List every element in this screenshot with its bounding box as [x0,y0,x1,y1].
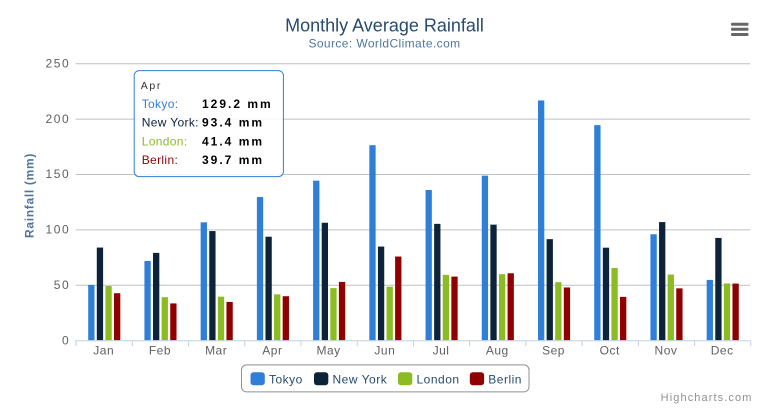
svg-text:Berlin: Berlin [488,372,522,386]
svg-text:Berlin:: Berlin: [142,153,178,167]
svg-text:200: 200 [45,112,70,126]
svg-text:Nov: Nov [655,344,678,358]
svg-text:Aug: Aug [486,344,509,358]
svg-text:Jul: Jul [433,344,450,358]
svg-text:Dec: Dec [711,344,734,358]
svg-text:London:: London: [142,134,188,148]
svg-text:50: 50 [54,278,71,292]
svg-text:London: London [417,372,460,386]
svg-text:0: 0 [62,333,70,347]
svg-text:Jan: Jan [93,344,114,358]
svg-text:Mar: Mar [205,344,227,358]
svg-text:New York:: New York: [142,116,199,130]
svg-text:Highcharts.com: Highcharts.com [661,392,753,404]
svg-text:Sep: Sep [542,344,565,358]
svg-text:Oct: Oct [600,344,620,358]
svg-text:Tokyo:: Tokyo: [142,97,179,111]
svg-text:100: 100 [45,223,70,237]
svg-text:Tokyo: Tokyo [269,372,303,386]
svg-text:Apr: Apr [141,80,162,92]
svg-text:Apr: Apr [262,344,282,358]
svg-text:39.7 mm: 39.7 mm [202,153,264,167]
svg-text:41.4 mm: 41.4 mm [202,134,264,148]
svg-text:Feb: Feb [149,344,171,358]
svg-text:Jun: Jun [374,344,395,358]
svg-text:150: 150 [45,167,70,181]
svg-text:250: 250 [45,56,70,70]
svg-text:93.4 mm: 93.4 mm [202,116,264,130]
svg-text:Monthly Average Rainfall: Monthly Average Rainfall [285,16,484,36]
svg-text:129.2 mm: 129.2 mm [202,97,273,111]
svg-text:Source: WorldClimate.com: Source: WorldClimate.com [308,37,460,51]
svg-text:May: May [317,344,341,358]
svg-text:Rainfall (mm): Rainfall (mm) [23,153,37,238]
svg-text:New York: New York [333,372,388,386]
